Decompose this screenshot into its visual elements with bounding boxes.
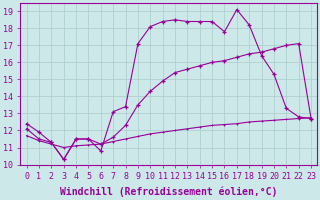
X-axis label: Windchill (Refroidissement éolien,°C): Windchill (Refroidissement éolien,°C) bbox=[60, 187, 277, 197]
